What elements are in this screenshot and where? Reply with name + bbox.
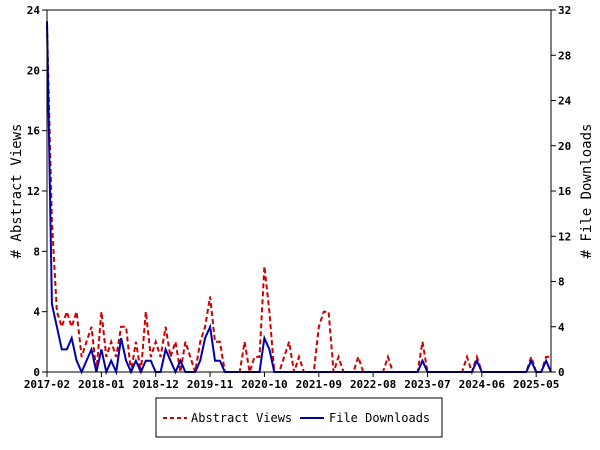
y-left-tick-label: 20 [27,64,40,77]
y-left-tick-label: 24 [27,4,41,17]
x-tick-label: 2018-12 [133,378,179,391]
y-right-tick-label: 28 [558,49,571,62]
y-axis-right-title: # File Downloads [579,124,595,259]
y-axis-left-title: # Abstract Views [9,124,25,259]
y-right-tick-label: 8 [558,276,565,289]
x-tick-label: 2020-10 [241,378,287,391]
y-right-tick-label: 4 [558,321,565,334]
legend-label-file-downloads: File Downloads [329,411,430,425]
x-tick-label: 2021-09 [296,378,342,391]
x-tick-label: 2023-07 [404,378,450,391]
y-right-tick-label: 24 [558,95,572,108]
axes-layer: 0 4 8 12 16 20 24 0 4 8 12 16 20 24 28 32 2017-02 2018-01… [24,4,572,391]
y-right-tick-label: 20 [558,140,571,153]
x-tick-label: 2018-01 [78,378,125,391]
x-tick-label: 2025-05 [513,378,559,391]
y-left-tick-label: 4 [33,306,40,319]
y-left-tick-label: 8 [33,245,40,258]
y-right-tick-label: 16 [558,185,572,198]
y-right-tick-label: 12 [558,230,571,243]
legend-label-abstract-views: Abstract Views [191,411,292,425]
y-left-tick-label: 0 [33,366,40,379]
legend: Abstract Views File Downloads [155,397,443,438]
x-tick-label: 2024-06 [459,378,506,391]
x-tick-label: 2017-02 [24,378,70,391]
x-tick-label: 2019-11 [187,378,234,391]
y-right-tick-label: 32 [558,4,571,17]
x-tick-label: 2022-08 [350,378,396,391]
y-left-tick-label: 12 [27,185,40,198]
y-left-tick-label: 16 [27,125,41,138]
legend-box [155,397,443,438]
y-right-tick-label: 0 [558,366,565,379]
